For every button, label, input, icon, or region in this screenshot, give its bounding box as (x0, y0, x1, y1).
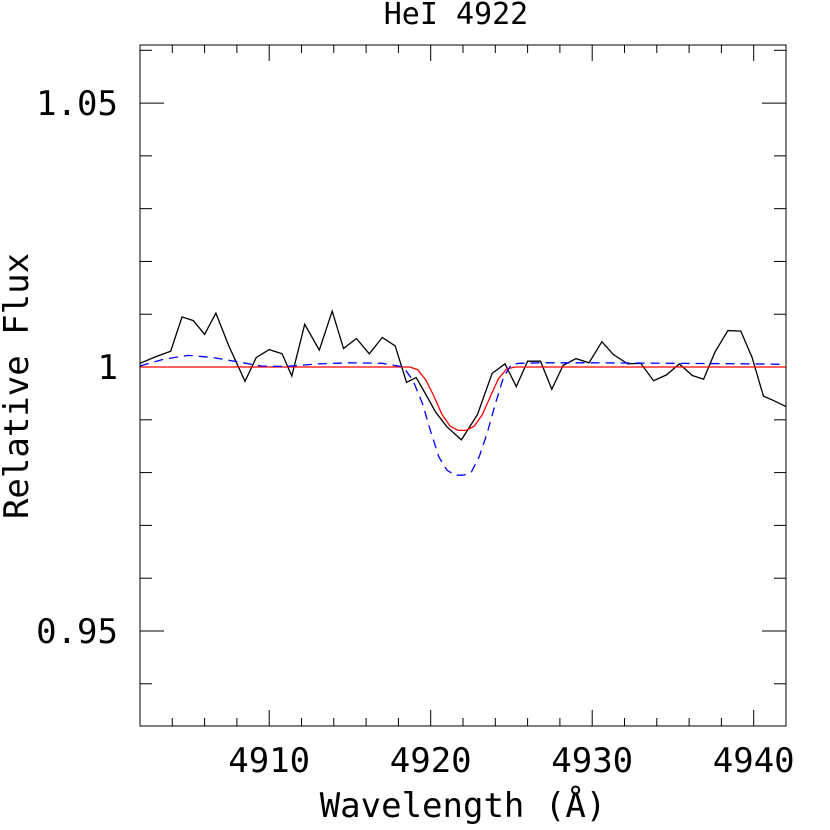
x-axis-label: Wavelength (Å) (320, 785, 607, 826)
y-tick-label: 1 (98, 348, 118, 388)
y-tick-label: 1.05 (36, 84, 118, 124)
axis-tick-labels: 4910 4920 4930 4940 0.95 1 1.05 (36, 84, 795, 781)
series-line-2 (140, 366, 786, 432)
axis-ticks (139, 45, 787, 726)
series-line-1 (139, 308, 787, 441)
chart-title: HeI 4922 (384, 0, 529, 32)
y-tick-label: 0.95 (36, 612, 118, 652)
x-tick-label: 4940 (713, 741, 795, 781)
series-line-3 (139, 354, 787, 476)
x-tick-label: 4920 (390, 741, 472, 781)
x-tick-label: 4930 (551, 741, 633, 781)
plot-series (139, 308, 787, 476)
y-axis-label: Relative Flux (0, 253, 37, 519)
x-tick-label: 4910 (228, 741, 310, 781)
plot-frame (139, 44, 787, 727)
